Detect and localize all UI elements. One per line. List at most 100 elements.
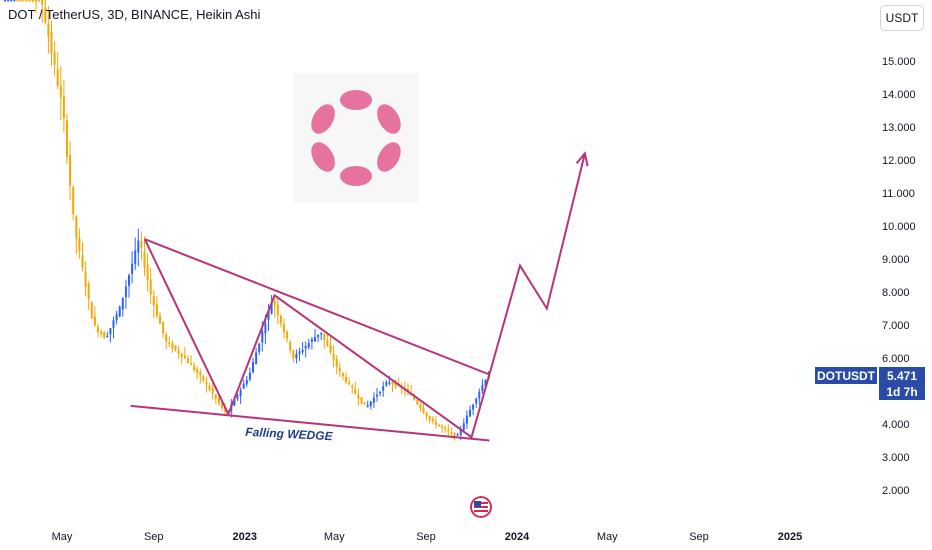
trendline[interactable] [130, 404, 490, 442]
price-tick-label: 10.000 [882, 221, 916, 233]
candle [193, 362, 196, 373]
candle [66, 113, 68, 165]
time-tick-label: Sep [416, 531, 436, 543]
candle [78, 228, 81, 259]
time-tick-label: 2024 [505, 531, 530, 543]
candle [242, 379, 245, 390]
last-price-value: 5.471 [879, 367, 925, 384]
candle [462, 418, 465, 431]
logo-dot [311, 142, 335, 172]
time-scale[interactable]: May Sep 2023 May Sep 2024 May Sep 2025 [52, 531, 803, 543]
symbol-title[interactable]: DOT / TetherUS, 3D, BINANCE, Heikin Ashi [8, 7, 261, 22]
price-tick-label: 2.000 [882, 485, 910, 497]
candle [379, 390, 382, 397]
candle [416, 398, 419, 406]
candle [131, 251, 134, 284]
candle [7, 0, 10, 2]
candle [69, 141, 72, 201]
candle [128, 273, 130, 298]
candle [10, 0, 13, 2]
candle [53, 41, 56, 76]
pattern-label[interactable]: Falling WEDGE [245, 425, 334, 444]
candle [335, 355, 338, 375]
price-tick-label: 4.000 [882, 419, 910, 431]
candle [252, 357, 254, 374]
candle [363, 402, 366, 405]
candle [97, 323, 99, 338]
candle [162, 321, 165, 338]
candle [152, 290, 155, 319]
candle [317, 334, 320, 342]
candle [186, 354, 189, 364]
drawing-layer[interactable]: Falling WEDGE [130, 151, 589, 444]
currency-button[interactable]: USDT [880, 5, 924, 31]
projection-path[interactable] [488, 153, 586, 375]
candle [422, 402, 425, 414]
arrow-head [575, 151, 589, 167]
candle [369, 400, 372, 410]
candlestick-series [4, 0, 490, 441]
candle [35, 0, 37, 14]
candle [444, 425, 447, 434]
price-tick-label: 13.000 [882, 122, 916, 134]
candle [419, 402, 422, 413]
candle [248, 367, 251, 382]
candle [87, 281, 90, 310]
price-tick-label: 12.000 [882, 155, 916, 167]
candle [478, 388, 481, 406]
candle [382, 381, 385, 397]
candle [22, 0, 25, 2]
candle [62, 79, 65, 133]
price-tick-label: 15.000 [882, 56, 916, 68]
candle [314, 328, 316, 342]
candle [289, 340, 292, 354]
candle [376, 387, 378, 402]
candle [168, 336, 171, 348]
candle [100, 329, 103, 338]
candle [310, 336, 313, 350]
last-price-ticker: DOTUSDT [815, 367, 877, 384]
price-tick-label: 11.000 [882, 188, 915, 200]
candle [171, 339, 174, 353]
candle [211, 381, 214, 400]
logo-dot [311, 104, 335, 134]
candle [56, 51, 59, 90]
logo-dot [340, 166, 372, 186]
candle [428, 415, 431, 424]
candle [13, 0, 16, 2]
time-tick-label: May [324, 531, 345, 543]
time-tick-label: May [52, 531, 73, 543]
price-tick-label: 9.000 [882, 254, 910, 266]
candle [307, 338, 310, 350]
candle [190, 355, 192, 366]
logo-dot [377, 104, 401, 134]
candle [159, 312, 161, 325]
candle [239, 387, 242, 404]
candle [245, 375, 248, 387]
candle [283, 318, 285, 339]
candle [50, 20, 53, 66]
candle [236, 393, 239, 401]
candle [149, 267, 152, 305]
price-tick-label: 3.000 [882, 452, 910, 464]
candle [112, 316, 115, 339]
candle [456, 432, 459, 436]
candle [341, 372, 344, 381]
candle [295, 349, 298, 364]
candle [137, 228, 140, 267]
time-tick-label: 2023 [233, 531, 257, 543]
candle [28, 0, 31, 2]
candle [320, 332, 323, 340]
candle [394, 379, 397, 390]
candle [177, 346, 180, 359]
candle [332, 345, 335, 368]
price-scale[interactable]: 15.000 14.000 13.000 12.000 11.000 10.000 9.00… [882, 56, 916, 497]
candle [301, 341, 304, 355]
price-tick-label: 14.000 [882, 89, 916, 101]
zigzag-path[interactable] [143, 238, 491, 439]
trendline[interactable] [144, 238, 490, 376]
us-flag-icon[interactable] [470, 496, 492, 518]
candle [59, 65, 62, 120]
